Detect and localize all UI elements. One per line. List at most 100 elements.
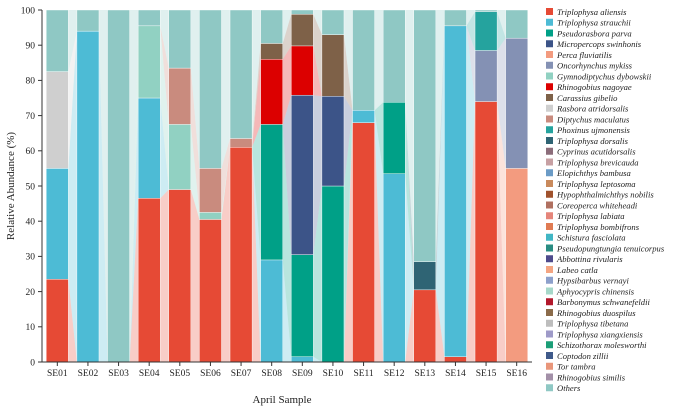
legend-label: Rhinogobius similis (556, 372, 626, 382)
flow-band-pseudorasbora-parva (374, 102, 384, 174)
legend-item-abbottina-rivularis: Abbottina rivularis (546, 254, 623, 264)
bar-segment-se16-oncorhynchus-mykiss (505, 37, 528, 169)
bar-segment-se12-others (382, 9, 406, 103)
legend-label: Perca fluviatilis (556, 50, 612, 60)
x-axis-title: April Sample (253, 394, 312, 406)
bar-segment-se10-others (321, 9, 345, 35)
flow-band-others (497, 10, 506, 39)
flow-band-rhinogobius-nagoyae (252, 59, 261, 148)
bar-segment-se11-others (352, 9, 375, 111)
flow-band-rhinogobius-nagoyae (313, 45, 322, 97)
legend-swatch (546, 29, 553, 37)
legend-label: Cyprinus acutidorsalis (557, 147, 636, 157)
flow-band-perca-fluviatilis (497, 101, 506, 363)
x-tick-label-se01: SE01 (47, 369, 68, 379)
legend-label: Barbonymus schwanefeldii (557, 297, 650, 307)
x-ticks: SE01 SE02 SE03 SE04 SE05 SE06 SE07 SE08 SE09 SE10… (47, 362, 527, 379)
y-tick-label: 100 (21, 6, 36, 16)
flow-band-triplophysa-aliensis (343, 122, 353, 362)
legend-item-triplophysa-tibetana: Triplophysa tibetana (546, 319, 628, 329)
legend-label: Others (557, 383, 581, 393)
x-tick-label-se08: SE08 (261, 369, 282, 379)
legend-label: Schizothorax molesworthi (557, 340, 647, 350)
legend-item-schistura-fasciolata: Schistura fasciolata (546, 233, 626, 243)
flow-band-pseudorasbora-parva (313, 186, 322, 362)
flow-band-phoxinus-ujmonensis (466, 11, 476, 51)
bar-segment-se07-triplophysa-aliensis (229, 147, 253, 363)
legend-swatch (546, 180, 553, 187)
bar-segment-se07-diptychus-maculatus (229, 138, 253, 148)
y-axis-title: Relative Abundance (%) (5, 132, 17, 240)
legend-label: Micropercops swinhonis (556, 39, 642, 49)
legend-item-schizothorax-molesworthi: Schizothorax molesworthi (546, 340, 647, 350)
legend-swatch (546, 287, 553, 295)
legend-item-others: Others (546, 383, 581, 393)
legend-item-hypophthalmichthys-nobilis: Hypophthalmichthys nobilis (546, 190, 654, 200)
flow-band-others (252, 10, 261, 139)
flow-band-gymnodiptychus-dybowskii (160, 25, 169, 190)
bar-segment-se06-others (199, 9, 222, 169)
legend-label: Schistura fasciolata (557, 233, 626, 243)
bar-segment-se01-rasbora-atridorsalis (46, 71, 69, 169)
legend-item-pseudorasbora-parva: Pseudorasbora parva (546, 28, 632, 38)
legend-item-triplophysa-leptosoma: Triplophysa leptosoma (546, 179, 636, 189)
bar-segment-se09-triplophysa-strauchii (291, 356, 314, 363)
legend-label: Rhinogobius duospilus (556, 308, 636, 318)
flow-band-pseudorasbora-parva (405, 102, 414, 290)
legend-label: Pseudorasbora parva (556, 28, 632, 38)
y-ticks: 0 10 20 30 40 50 60 70 80 90 100 (21, 6, 42, 368)
legend-swatch (546, 201, 553, 209)
flow-band-gymnodiptychus-dybowskii (129, 25, 139, 363)
legend-swatch (546, 126, 553, 134)
legend-item-labeo-catla: Labeo catla (546, 265, 598, 275)
legend-item-triplophysa-xiangxiensis: Triplophysa xiangxiensis (546, 329, 643, 339)
flow-band-others (405, 10, 414, 262)
legend-item-coreoperca-whiteheadi: Coreoperca whiteheadi (546, 200, 638, 210)
bar-segment-se05-gymnodiptychus-dybowskii (168, 124, 192, 190)
legend-item-hypsibarbus-vernayi: Hypsibarbus vernayi (546, 276, 629, 286)
legend-swatch (546, 72, 553, 80)
flow-band-micropercops-swinhonis (313, 95, 322, 255)
flow-band-carassius-gibelio (282, 14, 292, 60)
legend-swatch (546, 384, 553, 392)
bar-segment-se03-others (107, 9, 130, 363)
flow-band-triplophysa-strauchii (466, 25, 476, 357)
legend-swatch (546, 40, 553, 48)
legend-label: Hypophthalmichthys nobilis (556, 190, 654, 200)
bar-segment-se16-perca-fluviatilis (505, 168, 528, 363)
flow-band-carassius-gibelio (343, 34, 353, 111)
flow-band-others (343, 10, 353, 111)
legend-swatch (546, 319, 553, 327)
flow-band-others (160, 10, 169, 69)
bar-segment-se08-triplophysa-strauchii (260, 259, 283, 363)
x-tick-label-se02: SE02 (78, 369, 99, 379)
bar-segment-se06-triplophysa-aliensis (199, 219, 222, 363)
legend-swatch (546, 330, 553, 338)
flow-band-others (68, 10, 77, 72)
legend-item-elopichthys-bambusa: Elopichthys bambusa (546, 168, 631, 178)
flow-band-diptychus-maculatus (221, 138, 231, 213)
legend-item-micropercops-swinhonis: Micropercops swinhonis (546, 39, 642, 49)
legend-label: Coreoperca whiteheadi (557, 200, 638, 210)
legend-label: Triplophysa bombifrons (557, 222, 640, 232)
flow-band-triplophysa-strauchii (160, 98, 169, 199)
legend-label: Phoxinus ujmonensis (556, 125, 630, 135)
bar-segment-se01-triplophysa-strauchii (46, 168, 69, 280)
flow-band-others (466, 10, 476, 26)
flow-band-oncorhynchus-mykiss (497, 38, 506, 169)
bar-segment-se12-pseudorasbora-parva (382, 102, 406, 174)
flow-bands (68, 10, 506, 363)
bar-segment-se04-others (137, 9, 161, 27)
flow-band-gymnodiptychus-dybowskii (190, 124, 200, 220)
legend-label: Triplophysa aliensis (557, 7, 627, 17)
y-tick-label: 70 (26, 112, 36, 122)
legend-label: Rhinogobius nagoyae (556, 82, 632, 92)
legend-item-triplophysa-dorsalis: Triplophysa dorsalis (546, 136, 629, 146)
legend-item-rhinogobius-nagoyae: Rhinogobius nagoyae (546, 82, 632, 92)
legend-swatch (546, 158, 553, 166)
bar-segment-se14-triplophysa-strauchii (444, 25, 467, 357)
flow-band-diptychus-maculatus (190, 68, 200, 213)
bar-segment-se02-others (76, 9, 100, 32)
